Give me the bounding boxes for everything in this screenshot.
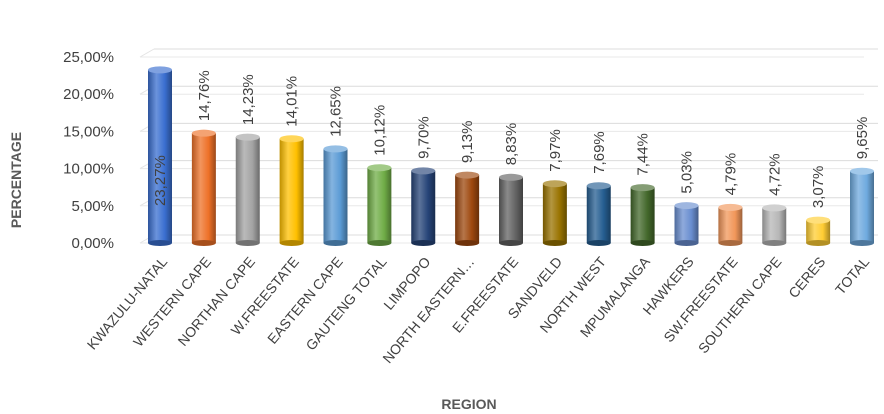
bar xyxy=(148,66,172,246)
category-label: TOTAL xyxy=(832,253,873,297)
category-label: KWAZULU-NATAL xyxy=(84,253,171,352)
data-label: 14,23% xyxy=(240,74,257,125)
data-label: 7,44% xyxy=(635,133,652,176)
bar xyxy=(279,135,304,246)
bar xyxy=(367,164,392,246)
y-tick-label: 25,00% xyxy=(63,49,114,66)
data-label: 5,03% xyxy=(679,151,696,194)
y-tick-label: 20,00% xyxy=(63,86,114,103)
data-label: 9,65% xyxy=(854,117,871,160)
bar xyxy=(718,203,743,246)
data-label: 9,13% xyxy=(459,121,476,164)
data-label: 8,83% xyxy=(503,123,520,166)
category-label: CERES xyxy=(785,254,828,301)
bar xyxy=(499,173,523,246)
bar xyxy=(542,180,567,246)
bar xyxy=(674,202,699,246)
data-label: 7,97% xyxy=(547,129,564,172)
bar xyxy=(323,145,348,246)
bar xyxy=(235,133,260,246)
y-tick-label: 10,00% xyxy=(63,161,114,178)
y-axis-title: PERCENTAGE xyxy=(8,132,24,228)
data-label: 4,79% xyxy=(722,153,739,196)
category-label: GAUTENG TOTAL xyxy=(302,253,389,353)
category-label: EASTERN CAPE xyxy=(264,254,346,347)
data-label: 3,07% xyxy=(810,166,827,209)
y-axis-ticks: 0,00% 5,00% 10,00% 15,00% 20,00% 25,00% xyxy=(63,49,114,252)
data-label: 4,72% xyxy=(766,153,783,196)
bar xyxy=(806,216,831,246)
category-label: WESTERN CAPE xyxy=(130,254,214,350)
y-tick-label: 0,00% xyxy=(71,235,114,252)
bar xyxy=(762,204,787,246)
bar xyxy=(850,167,874,246)
y-tick-label: 15,00% xyxy=(63,123,114,140)
data-label: 10,12% xyxy=(371,105,388,156)
bar xyxy=(411,167,436,246)
bar xyxy=(630,184,655,246)
data-label: 7,69% xyxy=(591,131,608,174)
x-axis-title: REGION xyxy=(441,396,496,412)
data-label: 9,70% xyxy=(415,116,432,159)
category-label: NORTHAN CAPE xyxy=(174,254,258,349)
data-labels: 23,27% 14,76% 14,23% 14,01% 12,65% 10,12% 9,70… xyxy=(152,70,871,208)
data-label: 14,76% xyxy=(196,70,213,121)
category-label: SOUTHERN CAPE xyxy=(695,254,785,357)
y-tick-label: 5,00% xyxy=(71,198,114,215)
gridline xyxy=(139,48,878,58)
bars xyxy=(148,66,874,246)
data-label: 14,01% xyxy=(284,76,301,127)
data-label: 12,65% xyxy=(328,86,345,137)
data-label: 23,27% xyxy=(152,155,169,206)
bar xyxy=(455,171,480,246)
bar xyxy=(191,129,216,246)
bar xyxy=(586,182,611,246)
